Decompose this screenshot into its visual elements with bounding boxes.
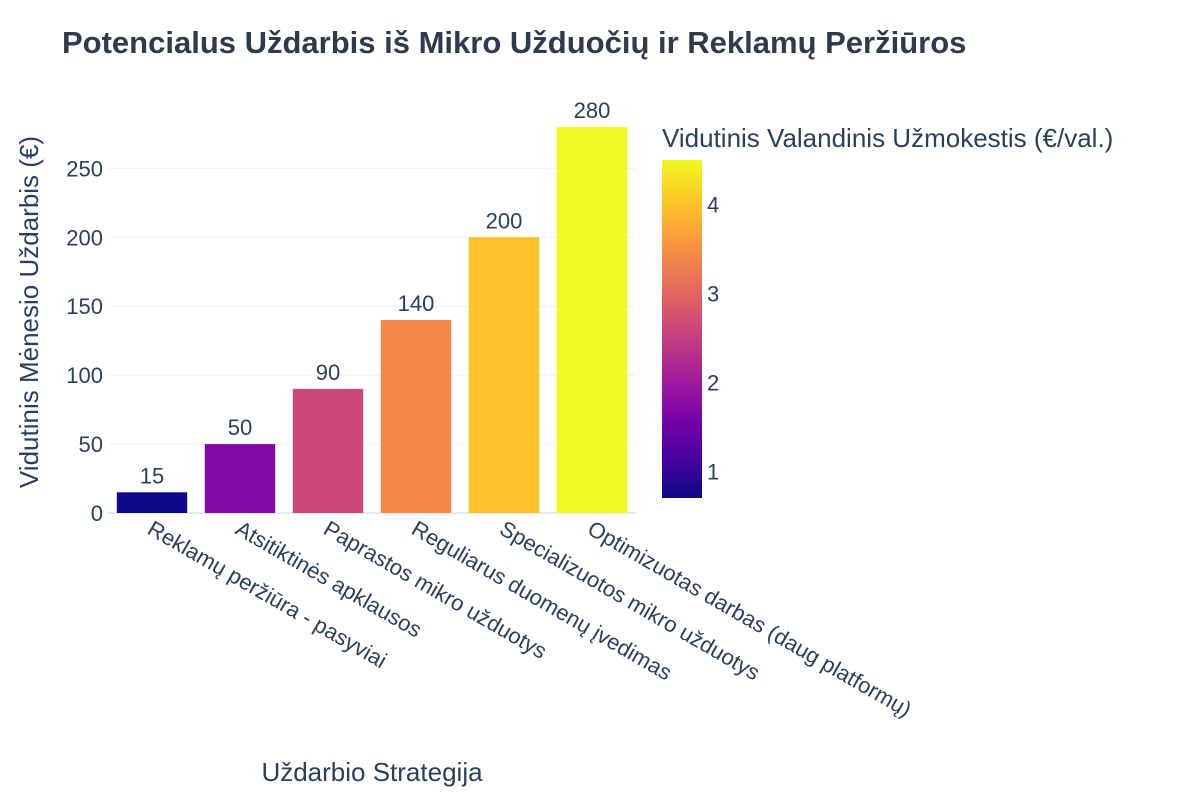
data-label: 200	[486, 208, 523, 233]
data-label: 140	[398, 291, 435, 316]
y-tick-label: 150	[66, 294, 103, 319]
bar	[556, 127, 628, 513]
x-axis-ticks: Reklamų peržiūra - pasyviaiAtsitiktinės …	[144, 516, 916, 722]
colorbar-ticks: 1 2 3 4	[707, 192, 719, 484]
data-label: 50	[228, 415, 252, 440]
colorbar-tick-label: 3	[707, 281, 719, 306]
data-label: 15	[140, 463, 164, 488]
colorbar-tick-label: 2	[707, 370, 719, 395]
data-labels: 15 50 90 140 200 280	[140, 98, 611, 488]
colorbar	[662, 160, 702, 498]
bar	[116, 492, 188, 513]
y-tick-label: 250	[66, 156, 103, 181]
y-tick-label: 100	[66, 363, 103, 388]
x-axis-title: Uždarbio Strategija	[261, 757, 483, 787]
bar	[380, 320, 452, 513]
x-tick-label: Optimizuotas darbas (daug platformų)	[584, 516, 916, 722]
data-label: 280	[574, 98, 611, 123]
bar	[292, 388, 364, 513]
gridlines	[108, 167, 636, 514]
colorbar-title: Vidutinis Valandinis Užmokestis (€/val.)	[662, 123, 1113, 153]
y-tick-label: 200	[66, 225, 103, 250]
y-axis-title: Vidutinis Mėnesio Uždarbis (€)	[14, 136, 44, 488]
y-axis-ticks: 0 50 100 150 200 250	[66, 156, 103, 526]
colorbar-tick-label: 1	[707, 459, 719, 484]
colorbar-tick-label: 4	[707, 192, 719, 217]
y-tick-label: 50	[79, 432, 103, 457]
y-tick-label: 0	[91, 501, 103, 526]
chart-title: Potencialus Uždarbis iš Mikro Užduočių i…	[62, 25, 966, 60]
bar	[204, 444, 276, 513]
bars	[116, 127, 628, 514]
bar	[468, 237, 540, 514]
data-label: 90	[316, 360, 340, 385]
